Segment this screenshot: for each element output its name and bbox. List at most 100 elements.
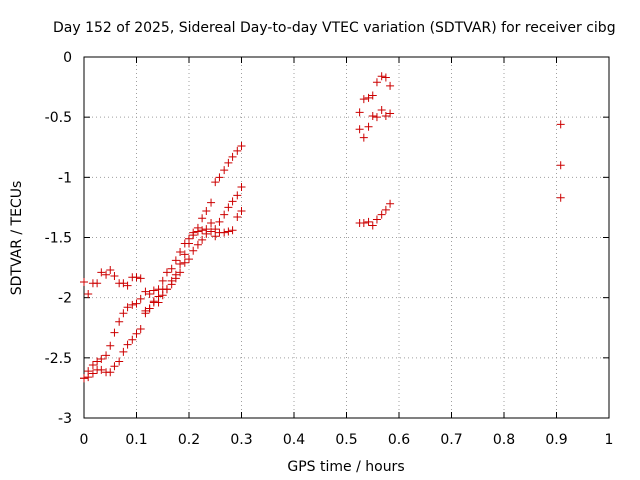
data-point <box>211 178 220 187</box>
data-point <box>224 203 233 212</box>
data-point <box>88 361 97 370</box>
data-point <box>110 328 119 337</box>
data-point <box>128 335 137 344</box>
data-point <box>176 247 185 256</box>
data-point <box>224 227 233 236</box>
data-point <box>119 347 128 356</box>
data-point <box>372 215 381 224</box>
data-point <box>180 258 189 267</box>
data-point <box>556 161 565 170</box>
data-point <box>228 197 237 206</box>
data-point <box>359 133 368 142</box>
data-point <box>154 292 163 301</box>
data-point <box>220 210 229 219</box>
data-point <box>381 111 390 120</box>
data-point <box>381 73 390 82</box>
x-tick-label: 0 <box>80 432 89 448</box>
data-point <box>162 268 171 277</box>
x-tick-label: 1 <box>605 432 614 448</box>
data-point <box>145 290 154 299</box>
x-axis-label: GPS time / hours <box>287 459 404 475</box>
data-point <box>377 210 386 219</box>
data-point <box>149 297 158 306</box>
data-point <box>368 111 377 120</box>
data-point <box>207 219 216 228</box>
data-point <box>149 286 158 295</box>
data-point <box>93 279 102 288</box>
data-point <box>132 329 141 338</box>
data-point <box>211 225 220 234</box>
data-point <box>119 279 128 288</box>
data-point <box>167 276 176 285</box>
data-point <box>106 265 115 274</box>
x-tick-label: 0.5 <box>335 432 357 448</box>
data-point <box>110 362 119 371</box>
data-point <box>102 270 111 279</box>
data-point <box>215 173 224 182</box>
data-point <box>386 109 395 118</box>
data-point <box>171 270 180 279</box>
y-tick-label: -0.5 <box>45 110 72 126</box>
data-point <box>115 317 124 326</box>
data-point <box>136 324 145 333</box>
x-tick-label: 0.3 <box>230 432 252 448</box>
data-point <box>193 223 202 232</box>
data-point <box>364 217 373 226</box>
data-point <box>80 278 88 287</box>
x-tick-label: 0.8 <box>493 432 515 448</box>
data-point <box>377 105 386 114</box>
x-tick-label: 0.4 <box>283 432 305 448</box>
data-point <box>207 198 216 207</box>
data-point <box>123 303 132 312</box>
data-point <box>211 232 220 241</box>
data-point <box>185 239 193 248</box>
series-track-6 <box>355 72 395 117</box>
y-tick-label: -3 <box>58 411 72 427</box>
data-point <box>198 214 207 223</box>
x-tick-label: 0.6 <box>388 432 410 448</box>
data-point <box>207 227 216 236</box>
x-tick-label: 0.9 <box>545 432 567 448</box>
data-point <box>556 193 565 202</box>
axes: 0 0.1 0.2 0.3 0.4 0.5 0.6 0.7 0.8 0.9 1 0 -0.5 -1 -1.5… <box>45 50 614 448</box>
data-point <box>88 369 97 378</box>
data-point <box>80 374 88 383</box>
data-point <box>93 357 102 366</box>
data-point <box>381 205 390 214</box>
data-point <box>123 281 132 290</box>
data-point <box>128 300 137 309</box>
data-point <box>355 125 364 134</box>
data-point <box>132 299 141 308</box>
data-point <box>180 250 189 259</box>
y-tick-label: -1 <box>58 170 72 186</box>
data-point <box>372 78 381 87</box>
data-point <box>106 368 115 377</box>
data-point <box>386 199 395 208</box>
data-point <box>189 246 198 255</box>
data-point <box>176 259 185 268</box>
chart-labels: Day 152 of 2025, Sidereal Day-to-day VTE… <box>9 20 616 475</box>
data-point <box>202 229 211 238</box>
data-point <box>355 108 364 117</box>
data-point <box>228 152 237 161</box>
data-point <box>102 351 111 360</box>
data-point <box>233 213 242 222</box>
y-tick-label: -2 <box>58 291 72 307</box>
data-point <box>233 146 242 155</box>
chart-title: Day 152 of 2025, Sidereal Day-to-day VTE… <box>53 20 616 36</box>
data-point <box>372 113 381 122</box>
data-point <box>97 268 106 277</box>
x-tick-label: 0.2 <box>178 432 200 448</box>
data-point <box>171 256 180 265</box>
data-point <box>167 264 176 273</box>
y-axis-label: SDTVAR / TECUs <box>9 181 25 296</box>
data-point <box>224 158 233 167</box>
data-point <box>84 290 93 299</box>
data-point <box>136 274 145 283</box>
y-tick-label: -1.5 <box>45 231 72 247</box>
data-point <box>237 182 246 191</box>
x-tick-label: 0.7 <box>440 432 462 448</box>
